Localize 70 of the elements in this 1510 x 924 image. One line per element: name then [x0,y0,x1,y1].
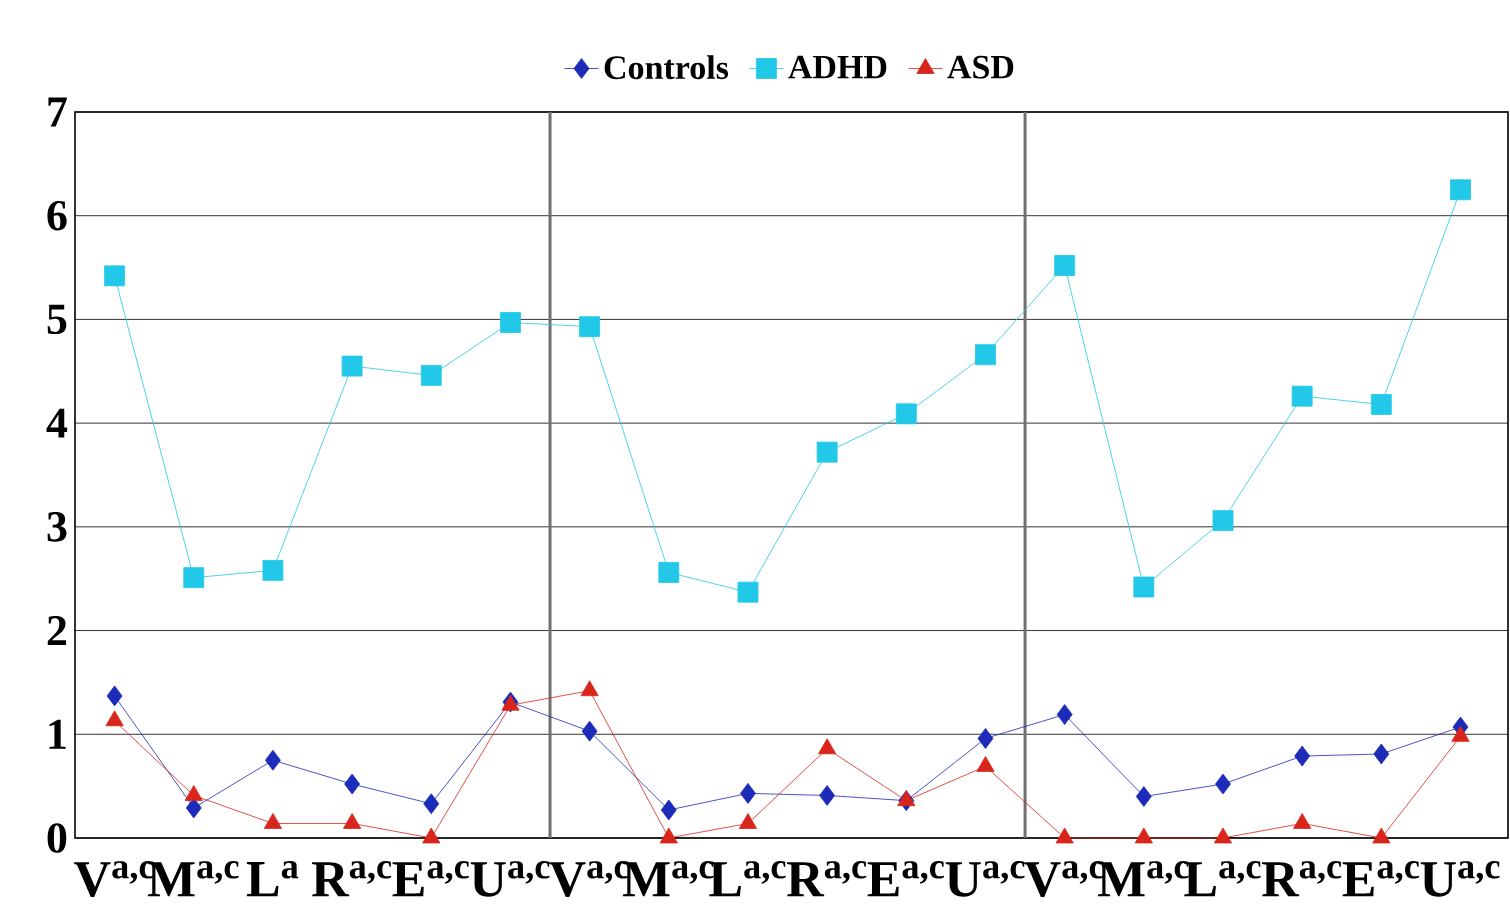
point [816,441,838,463]
point [737,581,759,603]
point [1054,255,1076,276]
y-tick-label: 4 [46,408,68,438]
point [1373,743,1390,765]
point [184,785,203,801]
point [1294,745,1311,767]
point [580,680,599,697]
y-tick-label: 3 [47,512,67,542]
point [105,710,124,727]
point [1293,813,1312,829]
point [818,738,837,755]
point [581,720,598,742]
x-tick-label: R$^{a,c}$ [311,861,392,897]
point [1450,179,1471,201]
point [1451,725,1470,742]
point [422,827,441,844]
point [740,782,756,804]
point [423,793,440,815]
point [738,813,758,829]
point [265,749,281,771]
point [977,728,994,749]
point [1056,704,1073,725]
legend-label: ADHD [788,55,887,79]
point [1215,773,1231,795]
x-tick-label: E$^{a,c}$ [867,861,944,897]
legend-label: ASD [947,55,1014,79]
point [344,773,360,795]
point [106,685,123,707]
point [659,827,678,844]
x-tick-label: E$^{a,c}$ [392,861,469,897]
x-tick-label: E$^{a,c}$ [1342,861,1419,897]
point [1291,385,1313,407]
y-tick-label: 2 [47,615,67,646]
point [500,312,521,333]
point [1133,576,1155,598]
y-tick-label: 1 [49,719,66,749]
point [1212,510,1234,532]
x-tick-label: U$^{a,c}$ [1420,861,1500,897]
point [1134,827,1153,844]
x-tick-label: U$^{a,c}$ [470,861,550,897]
point [1370,394,1392,415]
point [975,344,996,366]
x-tick-label: R$^{a,c}$ [787,861,867,897]
point [1372,827,1391,844]
y-tick-label: 6 [47,200,67,231]
point [658,562,680,583]
point [1213,827,1233,844]
y-tick-label: 7 [48,97,67,127]
point [579,316,601,338]
x-tick-label: L$^{a}$ [246,861,299,897]
point [263,813,282,829]
x-tick-label: R$^{a,c}$ [1262,861,1342,897]
point [819,785,836,806]
y-tick-label: 5 [47,304,67,335]
point [183,567,205,589]
point [1135,786,1152,807]
point [976,756,995,772]
legend-label: Controls [604,55,729,80]
point [343,813,362,829]
point [262,560,284,581]
y-tick-label: 0 [47,823,67,853]
point [1055,827,1074,844]
point [895,403,917,425]
point [341,355,363,377]
point [660,799,677,821]
point [420,365,442,386]
point [897,790,916,807]
point [104,265,125,287]
x-tick-label: U$^{a,c}$ [945,861,1025,897]
